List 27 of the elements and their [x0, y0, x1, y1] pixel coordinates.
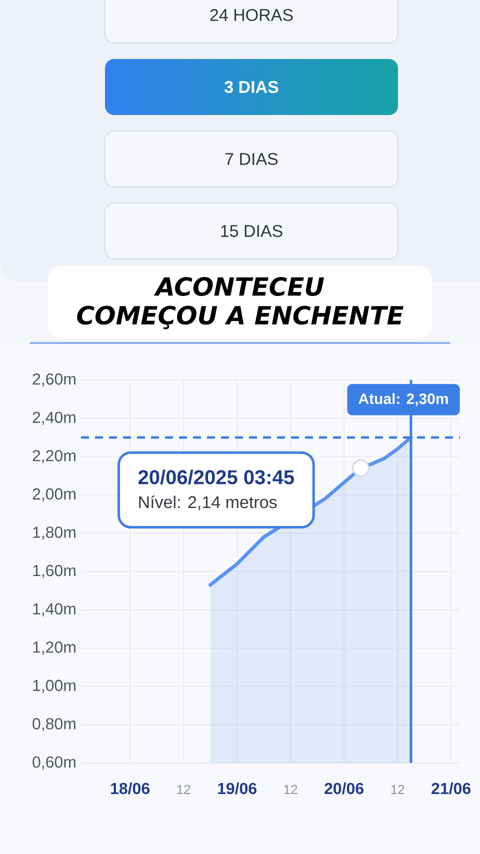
- y-tick-label: 2,20m: [32, 450, 76, 464]
- x-tick-label: 20/06: [324, 782, 364, 794]
- text: 7 DIAS: [225, 152, 278, 166]
- y-tick-label: 2,40m: [32, 412, 76, 425]
- y-tick-label: 0,80m: [32, 718, 76, 732]
- text: ACONTECEU: [154, 277, 324, 296]
- x-tick-label: 12: [391, 784, 404, 794]
- y-tick-label: 1,40m: [33, 603, 76, 616]
- y-tick-label: 1,00m: [33, 680, 76, 693]
- ref-line-label: Atual: 2,30m: [358, 393, 448, 406]
- y-tick-label: 1,60m: [33, 564, 76, 578]
- annotation: 20/06/2025 03:45: [138, 470, 294, 485]
- x-tick-label: 21/06: [432, 782, 471, 794]
- text: 15 DIAS: [221, 224, 282, 238]
- x-tick-label: 12: [177, 784, 190, 794]
- y-tick-label: 0,60m: [32, 756, 76, 770]
- text: 24 HORAS: [210, 8, 293, 22]
- x-tick-label: 12: [284, 784, 298, 794]
- text: 3 DIAS: [224, 80, 278, 94]
- annotation: Nível: 2,14 metros: [139, 496, 277, 510]
- x-tick-label: 19/06: [218, 782, 256, 794]
- text: COMEÇOU A ENCHENTE: [77, 306, 404, 330]
- x-tick-label: 18/06: [111, 782, 150, 794]
- y-tick-label: 1,20m: [33, 641, 76, 655]
- y-tick-label: 2,60m: [32, 373, 76, 387]
- y-tick-label: 1,80m: [33, 526, 76, 540]
- y-tick-label: 2,00m: [32, 488, 76, 502]
